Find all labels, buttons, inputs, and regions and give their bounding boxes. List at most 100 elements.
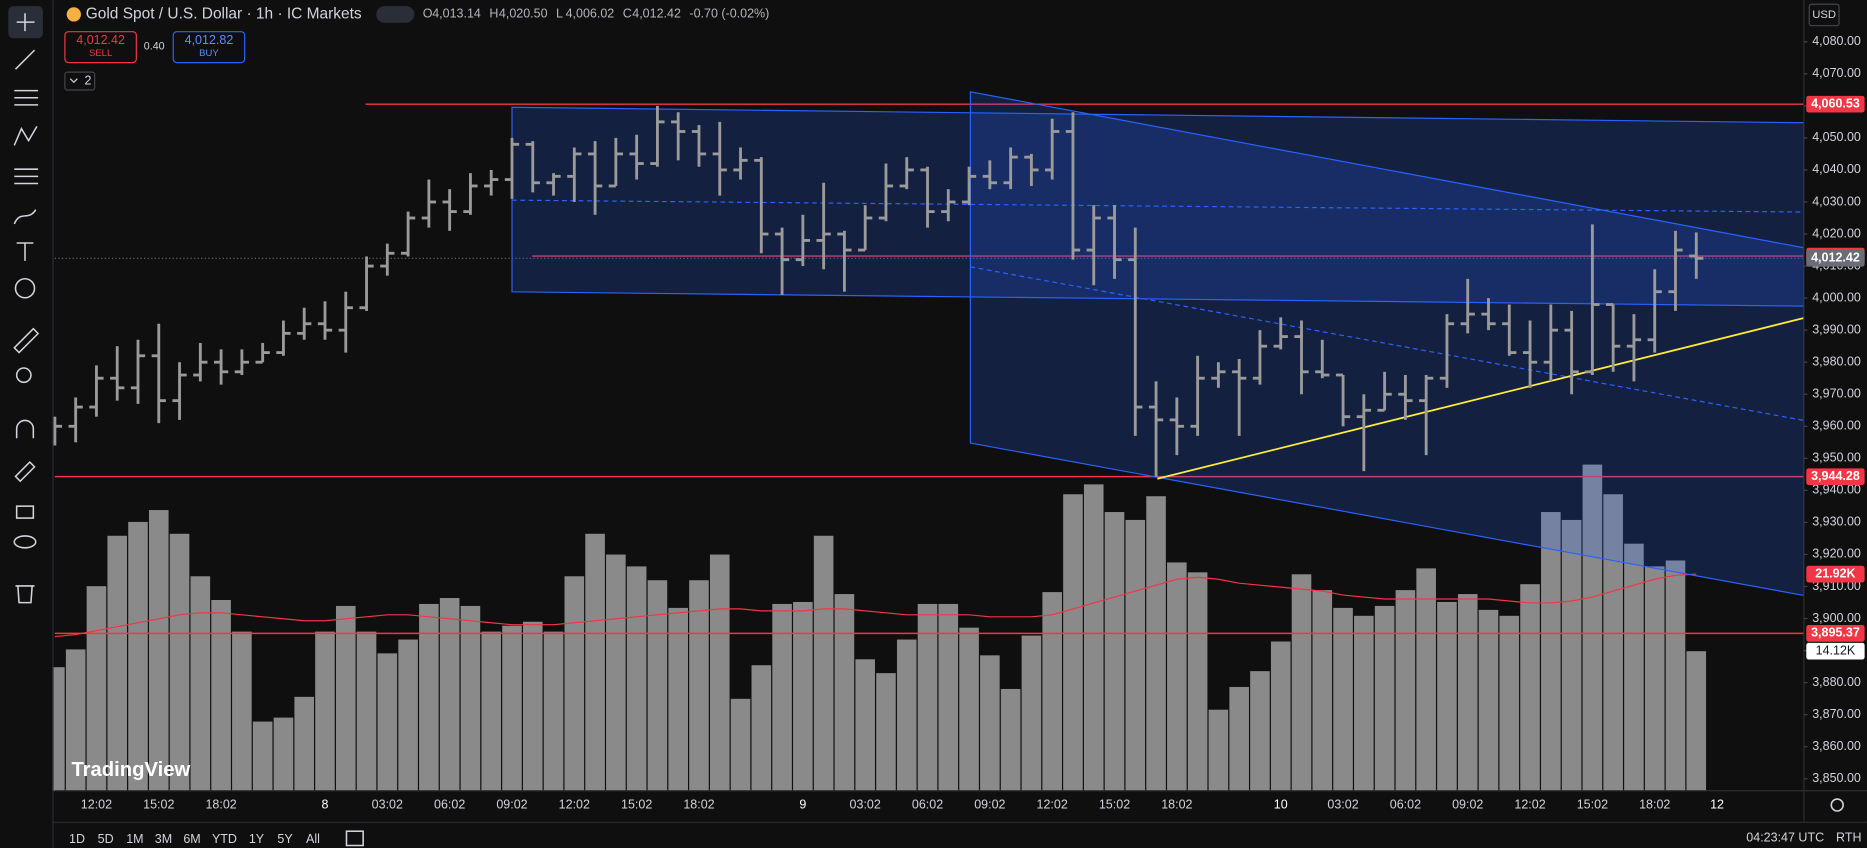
session[interactable]: RTH xyxy=(1836,831,1861,845)
indicators-toggle[interactable] xyxy=(64,71,96,91)
sell-label: SELL xyxy=(89,48,112,59)
volume-bar xyxy=(668,607,688,791)
volume-bar xyxy=(980,655,1000,791)
range-button[interactable]: 3M xyxy=(155,832,172,846)
volume-bar xyxy=(1042,592,1062,791)
volume-bar xyxy=(439,598,460,791)
crosshair-tool[interactable] xyxy=(16,13,35,32)
text-tool[interactable] xyxy=(16,242,34,261)
volume-bar xyxy=(1582,464,1603,791)
volume-bar xyxy=(896,639,917,791)
currency-button[interactable] xyxy=(1808,3,1840,27)
volume-bar xyxy=(585,533,605,791)
volume-bar xyxy=(1499,615,1520,791)
x-tick-label: 06:02 xyxy=(912,797,943,811)
header: Gold Spot / U.S. Dollar · 1h · IC Market… xyxy=(64,3,1840,781)
range-button[interactable]: YTD xyxy=(212,832,237,846)
range-button[interactable]: 1M xyxy=(126,832,143,846)
spread: 0.40 xyxy=(144,40,165,52)
y-tick-label: 4,020.00 xyxy=(1812,226,1861,240)
x-tick-label: 12:02 xyxy=(1037,797,1068,811)
volume-bar xyxy=(107,535,128,791)
volume-bar xyxy=(315,631,335,791)
y-tick-label: 4,030.00 xyxy=(1812,194,1861,208)
x-tick-label: 12 xyxy=(1710,797,1724,811)
volume-bar xyxy=(1624,543,1644,791)
volume-bar xyxy=(855,659,875,791)
volume-bar xyxy=(1104,512,1125,791)
volume-bar xyxy=(1437,601,1457,791)
volume-bar xyxy=(709,554,730,791)
range-button[interactable]: 5Y xyxy=(277,832,293,846)
projection-tool[interactable] xyxy=(14,168,39,185)
price-label-bg xyxy=(1806,95,1865,113)
trend-line[interactable] xyxy=(1157,317,1805,480)
volume-bar xyxy=(398,639,418,791)
y-tick-label: 4,070.00 xyxy=(1812,66,1861,80)
volume-bar xyxy=(1167,562,1187,791)
brush-tool[interactable] xyxy=(13,209,37,225)
volume-bar xyxy=(751,665,772,791)
volume-bar xyxy=(564,576,585,791)
trendline-tool[interactable] xyxy=(14,49,36,70)
logo: TradingView xyxy=(71,759,190,781)
range-button[interactable]: 1Y xyxy=(249,832,265,846)
symbol-title[interactable]: Gold Spot / U.S. Dollar · 1h · IC Market… xyxy=(86,5,362,22)
emoji-tool[interactable] xyxy=(14,277,36,299)
x-tick-label: 06:02 xyxy=(434,797,465,811)
y-tick-label: 4,050.00 xyxy=(1812,130,1861,144)
volume-bar xyxy=(1000,688,1021,791)
pattern-tool[interactable] xyxy=(13,125,38,146)
x-tick-label: 06:02 xyxy=(1390,797,1421,811)
range-button[interactable]: 5D xyxy=(98,832,114,846)
x-tick-label: 9 xyxy=(799,797,806,811)
y-tick-label: 3,930.00 xyxy=(1812,515,1861,529)
fib-tool[interactable] xyxy=(14,89,39,106)
x-tick-label: 18:02 xyxy=(1639,797,1670,811)
volume-bar xyxy=(793,601,813,791)
x-tick-label: 10 xyxy=(1274,797,1288,811)
ohlc-value: 4,012.42 xyxy=(632,7,681,21)
magnet-tool[interactable] xyxy=(15,419,35,439)
y-tick-label: 4,000.00 xyxy=(1812,290,1861,304)
draw-mode-tool[interactable] xyxy=(14,461,36,483)
volume-bar xyxy=(626,566,647,791)
volume-bar xyxy=(86,586,107,791)
x-tick-label: 12:02 xyxy=(1514,797,1545,811)
price-label-bg xyxy=(1806,468,1865,485)
x-tick-label: 15:02 xyxy=(621,797,652,811)
currency: USD xyxy=(1812,9,1836,21)
y-tick-label: 3,880.00 xyxy=(1812,675,1861,689)
lock-tool[interactable] xyxy=(15,505,35,519)
y-tick-label: 3,960.00 xyxy=(1812,419,1861,433)
goto-date[interactable] xyxy=(345,830,364,847)
volume-bar xyxy=(1561,519,1582,791)
range-button[interactable]: All xyxy=(306,832,320,846)
hide-tool[interactable] xyxy=(13,535,37,549)
settings-button[interactable] xyxy=(1830,798,1844,812)
volume-bar xyxy=(1541,512,1561,791)
sell-button[interactable] xyxy=(64,31,137,64)
sell-price: 4,012.42 xyxy=(76,33,125,47)
zoom-tool[interactable] xyxy=(15,367,32,384)
x-tick-label: 12:02 xyxy=(81,797,112,811)
ohlc-value: 4,013.14 xyxy=(432,7,481,21)
volume-bar xyxy=(1520,584,1540,791)
drawings xyxy=(511,91,1805,597)
ruler-tool[interactable] xyxy=(13,327,40,354)
delete-tool[interactable] xyxy=(15,585,35,604)
x-tick-label: 15:02 xyxy=(1577,797,1608,811)
range-button[interactable]: 6M xyxy=(183,832,200,846)
y-tick-label: 3,990.00 xyxy=(1812,322,1861,336)
y-tick-label: 4,080.00 xyxy=(1812,34,1861,48)
x-tick-label: 15:02 xyxy=(143,797,174,811)
y-tick-label: 4,040.00 xyxy=(1812,162,1861,176)
volume-bar xyxy=(1416,568,1436,791)
range-button[interactable]: 1D xyxy=(69,832,85,846)
volume-bar xyxy=(813,535,834,791)
buy-button[interactable] xyxy=(172,31,246,64)
volume-bar xyxy=(190,576,211,791)
volume-label-bg xyxy=(1806,642,1865,660)
volume-bar xyxy=(377,653,398,791)
